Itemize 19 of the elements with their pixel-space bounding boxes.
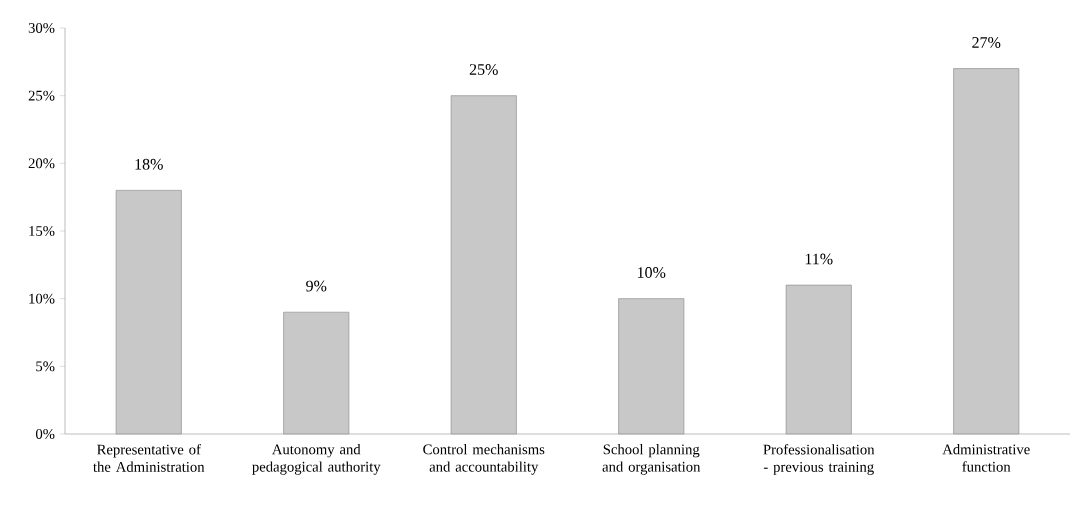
- x-tick-label: Control mechanisms and accountability: [423, 444, 545, 475]
- x-tick-label: Professionalisation - previous training: [763, 444, 875, 475]
- x-tick-label: School planning and organisation: [602, 444, 701, 475]
- data-label: 10%: [637, 267, 666, 278]
- y-tick-label: 0%: [35, 429, 55, 439]
- data-label: 18%: [135, 158, 163, 170]
- y-tick-label: 30%: [28, 23, 55, 33]
- x-tick-label: Administrative function: [942, 444, 1030, 472]
- data-label: 9%: [306, 280, 327, 292]
- data-label: 25%: [469, 64, 498, 75]
- data-label: 11%: [805, 253, 833, 265]
- x-tick-label: Autonomy and pedagogical authority: [252, 444, 381, 475]
- y-tick-label: 15%: [29, 226, 55, 236]
- x-tick-label: Representative of the Administration: [93, 444, 205, 472]
- y-tick-label: 10%: [29, 293, 55, 304]
- y-tick-label: 5%: [36, 361, 55, 372]
- data-label: 27%: [972, 37, 1001, 48]
- y-tick-label: 20%: [28, 158, 55, 169]
- y-tick-label: 25%: [28, 90, 55, 101]
